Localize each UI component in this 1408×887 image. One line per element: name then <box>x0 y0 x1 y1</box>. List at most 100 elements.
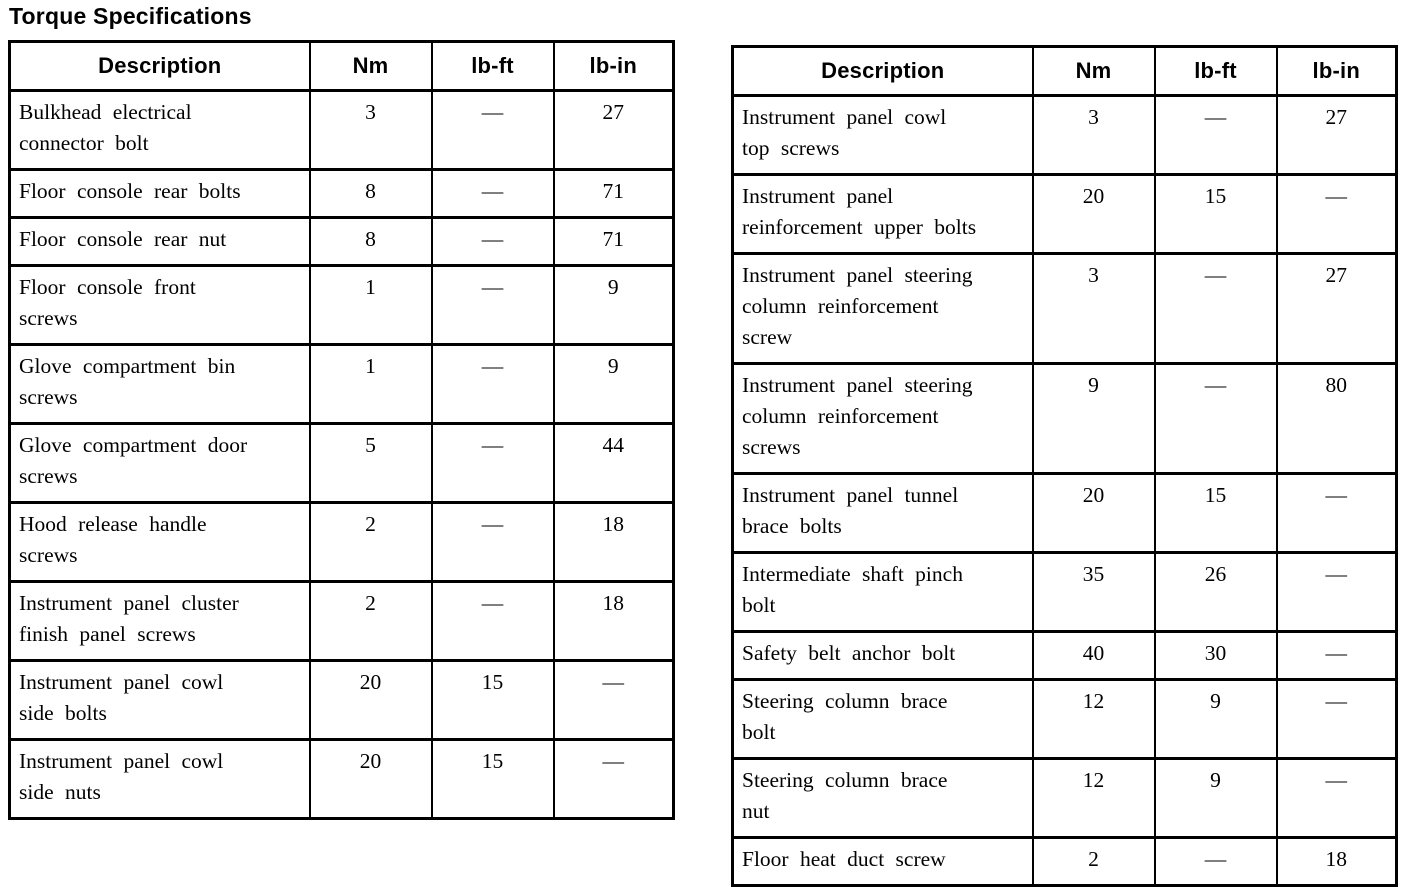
table-body: Bulkhead electrical connector bolt 3—27 Fl… <box>8 89 675 820</box>
torque-spec-table-left: Description Nm lb-ft lb-in Bulkhead electri… <box>8 40 675 820</box>
value-cell: 9 <box>1153 678 1278 760</box>
value-cell: 44 <box>552 422 675 504</box>
value-cell: 71 <box>552 216 675 267</box>
column-header-lb-ft: lb-ft <box>430 40 555 92</box>
value-cell: — <box>1275 551 1398 633</box>
description-cell: Floor console rear bolts <box>8 168 311 219</box>
value-cell: 15 <box>430 738 555 820</box>
header-row: Description Nm lb-ft lb-in <box>731 45 1398 97</box>
value-cell: 3 <box>308 89 433 171</box>
value-cell: 18 <box>552 501 675 583</box>
value-cell: — <box>430 343 555 425</box>
value-cell: 5 <box>308 422 433 504</box>
description-cell: Bulkhead electrical connector bolt <box>8 89 311 171</box>
description-cell: Instrument panel cowl top screws <box>731 94 1034 176</box>
table-row: Instrument panel steering column reinfor… <box>731 362 1398 475</box>
value-cell: 30 <box>1153 630 1278 681</box>
table-row: Floor console rear bolts 8—71 <box>8 168 675 219</box>
table-row: Instrument panel steering column reinfor… <box>731 252 1398 365</box>
table-body: Instrument panel cowl top screws 3—27 Inst… <box>731 94 1398 887</box>
description-cell: Floor console front screws <box>8 264 311 346</box>
value-cell: 8 <box>308 168 433 219</box>
value-cell: 27 <box>1275 252 1398 365</box>
table-row: Hood release handle screws 2—18 <box>8 501 675 583</box>
value-cell: 1 <box>308 343 433 425</box>
value-cell: 20 <box>308 659 433 741</box>
value-cell: — <box>430 422 555 504</box>
page-title: Torque Specifications <box>9 3 252 29</box>
value-cell: 71 <box>552 168 675 219</box>
value-cell: — <box>552 738 675 820</box>
description-cell: Instrument panel steering column reinfor… <box>731 252 1034 365</box>
value-cell: — <box>1275 472 1398 554</box>
column-header-nm: Nm <box>308 40 433 92</box>
value-cell: — <box>1153 836 1278 887</box>
description-cell: Glove compartment door screws <box>8 422 311 504</box>
description-cell: Steering column brace bolt <box>731 678 1034 760</box>
table-row: Instrument panel tunnel brace bolts 20 15— <box>731 472 1398 554</box>
table-row: Floor console rear nut 8—71 <box>8 216 675 267</box>
column-header-description: Description <box>731 45 1034 97</box>
value-cell: 9 <box>1031 362 1156 475</box>
value-cell: 9 <box>552 343 675 425</box>
column-header-lb-in: lb-in <box>1275 45 1398 97</box>
value-cell: 26 <box>1153 551 1278 633</box>
table-row: Instrument panel cowl top screws 3—27 <box>731 94 1398 176</box>
table-header: Description Nm lb-ft lb-in <box>8 40 675 92</box>
description-cell: Instrument panel cowl side nuts <box>8 738 311 820</box>
tables-container: Description Nm lb-ft lb-in Bulkhead electri… <box>8 40 1408 887</box>
value-cell: — <box>430 580 555 662</box>
column-header-lb-in: lb-in <box>552 40 675 92</box>
value-cell: — <box>1153 362 1278 475</box>
value-cell: 2 <box>308 501 433 583</box>
table-row: Glove compartment door screws 5—44 <box>8 422 675 504</box>
table-row: Steering column brace bolt 12 9— <box>731 678 1398 760</box>
description-cell: Glove compartment bin screws <box>8 343 311 425</box>
value-cell: — <box>552 659 675 741</box>
description-cell: Instrument panel cluster finish panel sc… <box>8 580 311 662</box>
value-cell: 9 <box>552 264 675 346</box>
table-row: Instrument panel cowl side nuts 20 15— <box>8 738 675 820</box>
table-row: Steering column brace nut 12 9— <box>731 757 1398 839</box>
description-cell: Instrument panel tunnel brace bolts <box>731 472 1034 554</box>
table-header: Description Nm lb-ft lb-in <box>731 45 1398 97</box>
value-cell: 15 <box>1153 173 1278 255</box>
value-cell: — <box>430 501 555 583</box>
value-cell: 3 <box>1031 94 1156 176</box>
table-row: Safety belt anchor bolt 40 30— <box>731 630 1398 681</box>
value-cell: — <box>1275 630 1398 681</box>
description-cell: Intermediate shaft pinch bolt <box>731 551 1034 633</box>
description-cell: Steering column brace nut <box>731 757 1034 839</box>
value-cell: 20 <box>308 738 433 820</box>
value-cell: 8 <box>308 216 433 267</box>
value-cell: 27 <box>552 89 675 171</box>
value-cell: — <box>430 168 555 219</box>
table-row: Instrument panel reinforcement upper bol… <box>731 173 1398 255</box>
value-cell: — <box>1275 678 1398 760</box>
value-cell: 27 <box>1275 94 1398 176</box>
torque-spec-table-right: Description Nm lb-ft lb-in Instrument panel… <box>731 45 1398 887</box>
value-cell: 15 <box>1153 472 1278 554</box>
table-row: Intermediate shaft pinch bolt 35 26— <box>731 551 1398 633</box>
table-row: Instrument panel cowl side bolts 20 15— <box>8 659 675 741</box>
table-row: Floor console front screws 1—9 <box>8 264 675 346</box>
column-header-nm: Nm <box>1031 45 1156 97</box>
header-row: Description Nm lb-ft lb-in <box>8 40 675 92</box>
value-cell: — <box>1153 94 1278 176</box>
table-row: Bulkhead electrical connector bolt 3—27 <box>8 89 675 171</box>
value-cell: 2 <box>1031 836 1156 887</box>
column-header-description: Description <box>8 40 311 92</box>
value-cell: 1 <box>308 264 433 346</box>
value-cell: 12 <box>1031 678 1156 760</box>
description-cell: Instrument panel steering column reinfor… <box>731 362 1034 475</box>
value-cell: — <box>1275 757 1398 839</box>
value-cell: 12 <box>1031 757 1156 839</box>
value-cell: — <box>1153 252 1278 365</box>
value-cell: 20 <box>1031 173 1156 255</box>
value-cell: 3 <box>1031 252 1156 365</box>
description-cell: Instrument panel reinforcement upper bol… <box>731 173 1034 255</box>
value-cell: — <box>430 89 555 171</box>
value-cell: 18 <box>552 580 675 662</box>
value-cell: 35 <box>1031 551 1156 633</box>
